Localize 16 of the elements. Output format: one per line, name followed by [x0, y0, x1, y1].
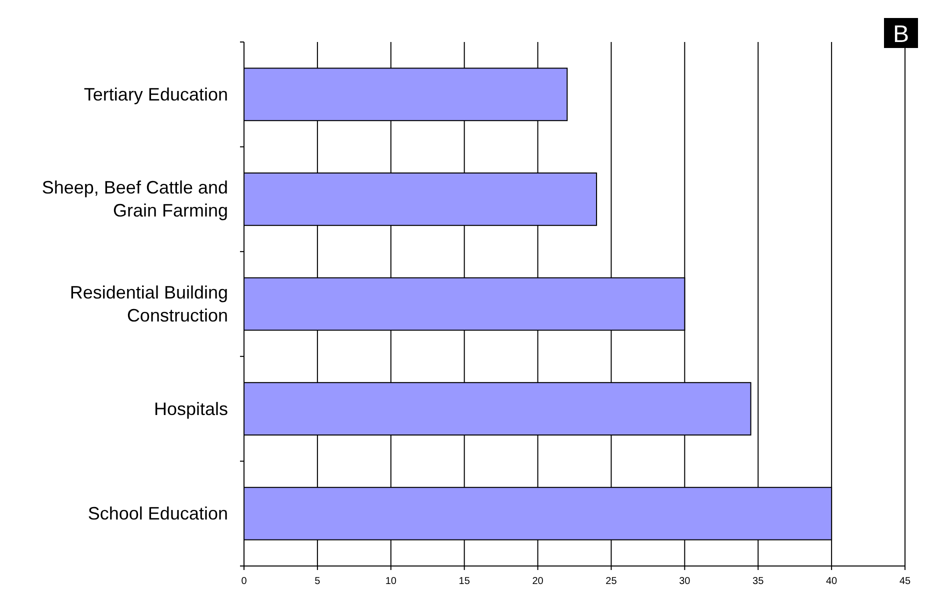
x-tick-label: 10 [385, 576, 397, 587]
y-tick-label: Hospitals [154, 398, 228, 419]
annotation: B [892, 21, 910, 48]
x-tick-label: 40 [826, 576, 838, 587]
y-tick-label: Residential Building Construction [70, 282, 228, 326]
x-tick-label: 20 [532, 576, 544, 587]
y-tick-label: School Education [88, 504, 228, 524]
x-tick-label: 5 [314, 576, 321, 587]
x-tick-label: 15 [458, 576, 470, 587]
x-tick-label: 45 [899, 576, 911, 587]
x-tick-label: 35 [752, 576, 764, 587]
x-tick-label: 25 [606, 576, 618, 587]
y-tick-label: Sheep, Beef Cattle and Grain Farming [42, 178, 228, 221]
y-tick-label: Tertiary Education [84, 84, 228, 104]
x-tick-label: 30 [679, 576, 691, 587]
x-tick-label: 0 [241, 576, 248, 587]
